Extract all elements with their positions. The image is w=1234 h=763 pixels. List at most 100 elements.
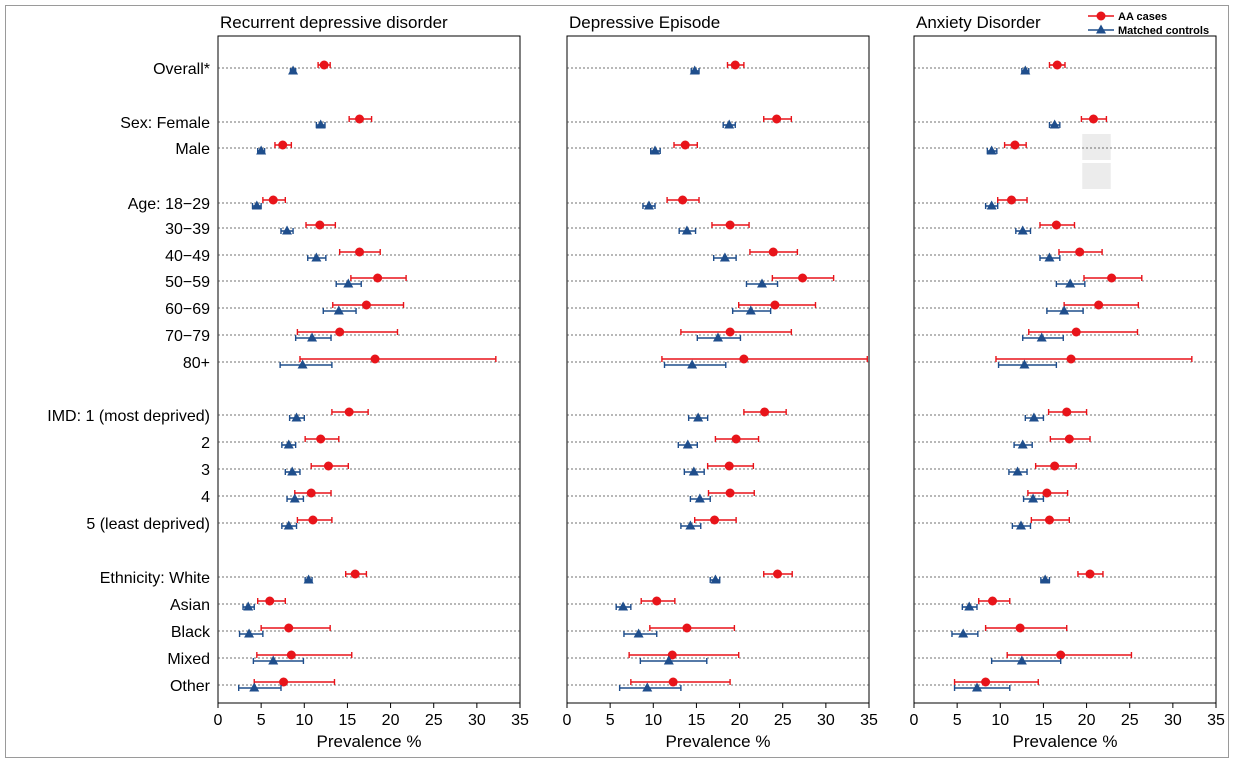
control-point [1016, 655, 1027, 665]
control-point [251, 200, 262, 210]
control-point [244, 628, 255, 638]
figure-frame: Overall* Sex: Female Male Age: 18−29 30−39 40… [5, 5, 1229, 758]
x-tick-label: 5 [606, 712, 615, 729]
case-point [730, 60, 740, 70]
x-tick-label: 25 [774, 712, 792, 729]
control-point [689, 65, 700, 75]
x-tick-label: 15 [339, 712, 357, 729]
case-point [667, 650, 677, 660]
legend-label: Matched controls [1118, 25, 1209, 37]
control-point [1065, 278, 1076, 288]
control-point [1028, 412, 1039, 422]
control-point [1044, 252, 1055, 262]
control-point [650, 145, 661, 155]
row-label: Mixed [167, 651, 210, 668]
case-point [798, 273, 808, 283]
control-point [282, 225, 293, 235]
x-tick-label: 25 [1121, 712, 1139, 729]
case-point [1056, 650, 1066, 660]
case-point [1085, 569, 1095, 579]
control-point [1015, 520, 1026, 530]
case-point [373, 273, 383, 283]
x-tick-label: 10 [991, 712, 1009, 729]
x-tick-label: 5 [257, 712, 266, 729]
control-point [958, 628, 969, 638]
control-point [757, 278, 768, 288]
case-point [361, 300, 371, 310]
x-tick-label: 0 [214, 712, 223, 729]
row-label: 70−79 [165, 328, 210, 345]
case-point [981, 677, 991, 687]
case-point [268, 195, 278, 205]
x-axis-label: Prevalence % [1013, 732, 1118, 751]
control-point [688, 466, 699, 476]
case-point [315, 220, 325, 230]
control-point [745, 305, 756, 315]
x-tick-label: 30 [468, 712, 486, 729]
control-point [249, 682, 260, 692]
control-point [719, 252, 730, 262]
case-point [1050, 461, 1060, 471]
control-point [642, 682, 653, 692]
row-label: 4 [201, 489, 210, 506]
panel-frame [217, 35, 521, 704]
case-point [725, 220, 735, 230]
case-point [772, 114, 782, 124]
row-label: 50−59 [165, 274, 210, 291]
control-point [311, 252, 322, 262]
case-point [1071, 327, 1081, 337]
control-point [307, 332, 318, 342]
control-point [685, 520, 696, 530]
row-label: 40−49 [165, 248, 210, 265]
case-point [1088, 114, 1098, 124]
x-tick-label: 0 [910, 712, 919, 729]
control-point [1012, 466, 1023, 476]
control-point [287, 466, 298, 476]
control-point [291, 412, 302, 422]
row-label: Asian [170, 597, 210, 614]
control-point [713, 332, 723, 342]
case-point [316, 434, 326, 444]
case-point [279, 677, 289, 687]
x-tick-label: 15 [1035, 712, 1053, 729]
case-point [680, 140, 690, 150]
legend-case-marker [1096, 11, 1106, 21]
case-point [323, 461, 333, 471]
case-point [284, 623, 294, 633]
case-point [1062, 407, 1072, 417]
control-point [618, 601, 629, 611]
control-point [1019, 359, 1030, 369]
case-point [1094, 300, 1104, 310]
case-point [1007, 195, 1017, 205]
case-point [1044, 515, 1054, 525]
case-point [1064, 434, 1074, 444]
x-tick-label: 30 [817, 712, 835, 729]
case-point [668, 677, 678, 687]
case-point [1010, 140, 1020, 150]
case-point [355, 247, 365, 257]
case-point [1075, 247, 1085, 257]
control-point [297, 359, 308, 369]
control-point [289, 493, 300, 503]
x-tick-label: 15 [688, 712, 706, 729]
row-label: Black [171, 624, 211, 641]
x-tick-label: 10 [644, 712, 662, 729]
case-point [770, 300, 780, 310]
x-tick-label: 20 [382, 712, 400, 729]
case-point [319, 60, 329, 70]
row-label: Age: 18−29 [128, 196, 210, 213]
x-tick-label: 20 [1078, 712, 1096, 729]
control-point [986, 200, 997, 210]
control-point [288, 65, 299, 75]
control-point [315, 119, 326, 129]
control-point [694, 493, 705, 503]
case-point [1015, 623, 1025, 633]
case-point [278, 140, 288, 150]
control-point [1017, 225, 1028, 235]
panel-frame [913, 35, 1217, 704]
case-point [725, 488, 735, 498]
control-point [687, 359, 698, 369]
case-point [710, 515, 720, 525]
x-axis-label: Prevalence % [317, 732, 422, 751]
row-label: 3 [201, 462, 210, 479]
